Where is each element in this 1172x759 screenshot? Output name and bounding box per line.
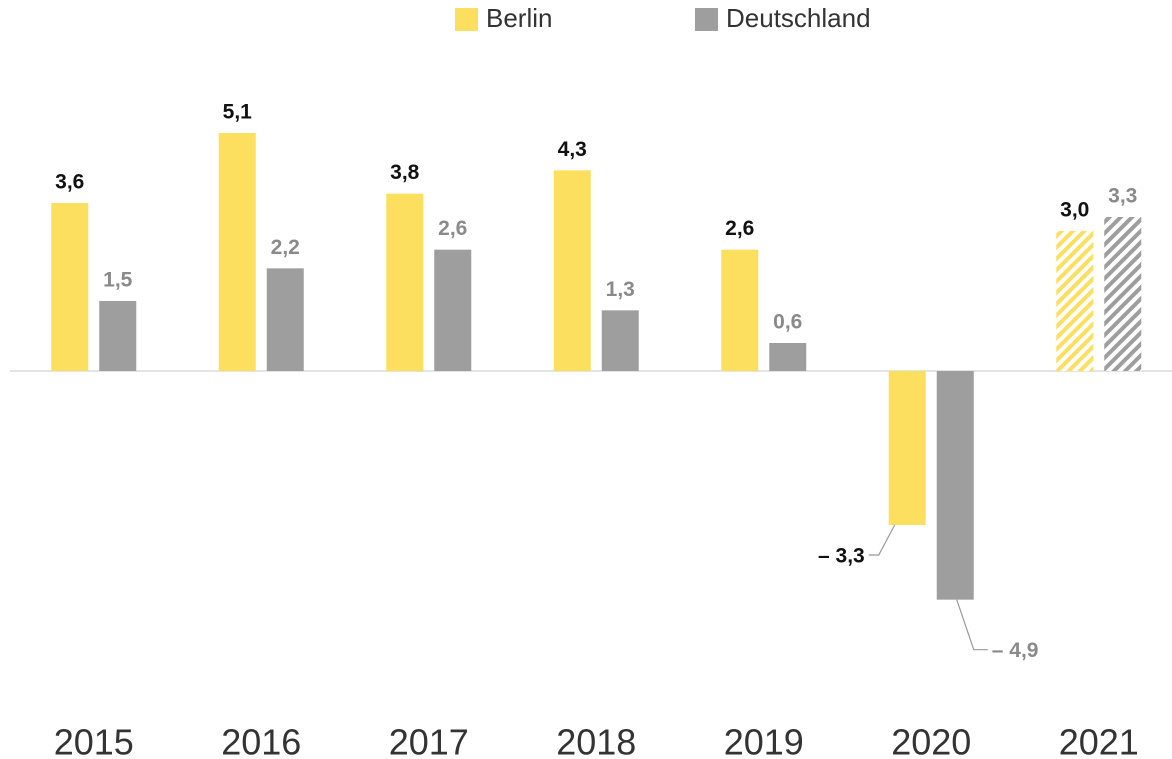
legend-label: Deutschland <box>726 3 871 33</box>
value-label: 0,6 <box>773 311 802 334</box>
bar <box>553 170 591 371</box>
bar <box>936 371 974 600</box>
bar <box>51 203 89 371</box>
value-label: 1,3 <box>606 278 635 301</box>
value-label: 3,3 <box>1108 185 1137 208</box>
legend-swatch <box>455 8 478 31</box>
x-tick-label: 2015 <box>54 722 134 759</box>
value-label: 1,5 <box>103 269 133 292</box>
bar <box>218 133 256 371</box>
bar <box>99 301 137 371</box>
x-tick-label: 2019 <box>724 722 804 759</box>
value-label: 3,6 <box>55 171 84 194</box>
x-tick-label: 2020 <box>891 722 971 759</box>
legend-swatch <box>695 8 718 31</box>
bar <box>434 249 472 371</box>
bar <box>266 268 304 371</box>
value-label: 2,2 <box>271 236 300 259</box>
bar <box>1104 217 1142 371</box>
value-label: 2,6 <box>438 217 467 240</box>
value-label: 3,8 <box>390 161 420 184</box>
bar <box>769 343 807 371</box>
value-label: 4,3 <box>558 138 587 161</box>
x-tick-label: 2018 <box>556 722 636 759</box>
x-tick-label: 2017 <box>389 722 469 759</box>
value-label: 2,6 <box>725 217 754 240</box>
x-tick-label: 2021 <box>1059 722 1139 759</box>
leader-line <box>956 599 988 651</box>
value-label: 3,0 <box>1060 199 1089 222</box>
bar <box>721 249 759 371</box>
leader-line <box>868 524 896 556</box>
value-label: – 4,9 <box>992 639 1039 662</box>
bar <box>888 371 926 525</box>
bar <box>601 310 639 371</box>
value-label: – 3,3 <box>818 545 865 568</box>
x-tick-label: 2016 <box>221 722 301 759</box>
bar <box>1056 231 1094 371</box>
value-label: 5,1 <box>223 101 253 124</box>
legend-label: Berlin <box>486 3 552 33</box>
bar <box>386 193 424 371</box>
